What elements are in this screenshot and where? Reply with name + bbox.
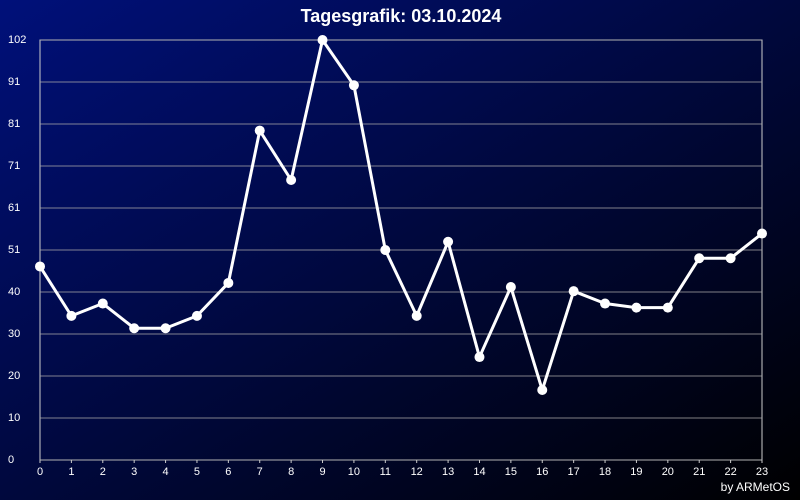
data-line	[38, 38, 763, 392]
x-tick-label: 18	[599, 466, 611, 478]
x-tick-label: 7	[257, 466, 263, 478]
x-tick-label: 12	[411, 466, 423, 478]
y-tick-label: 61	[8, 202, 20, 214]
data-point	[443, 236, 454, 247]
data-point	[66, 310, 77, 321]
x-tick-label: 3	[131, 466, 137, 478]
data-point	[568, 286, 579, 297]
data-point	[694, 253, 705, 264]
data-point	[537, 385, 548, 395]
data-point	[254, 125, 265, 136]
data-point	[380, 245, 391, 255]
x-tick-label: 11	[380, 466, 391, 478]
y-tick-label: 102	[8, 34, 26, 46]
x-tick-label: 21	[693, 466, 705, 478]
x-tick-label: 5	[194, 466, 200, 478]
x-tick-label: 1	[68, 466, 74, 478]
data-point	[97, 298, 108, 309]
data-point	[348, 80, 359, 91]
chart-title: Tagesgrafik: 03.10.2024	[301, 6, 502, 26]
y-tick-label: 20	[8, 370, 20, 382]
x-tick-label: 10	[348, 466, 360, 478]
data-point	[317, 35, 328, 45]
y-tick-label: 0	[8, 454, 14, 466]
data-point	[223, 277, 234, 288]
data-point	[757, 228, 767, 239]
y-tick-label: 71	[8, 160, 20, 172]
x-tick-label: 20	[662, 466, 674, 478]
x-tick-label: 8	[288, 466, 294, 478]
data-point	[129, 323, 140, 334]
data-point	[600, 298, 611, 309]
data-point	[160, 323, 171, 334]
x-tick-label: 22	[724, 466, 736, 478]
y-tick-label: 51	[8, 244, 20, 256]
y-tick-label: 10	[8, 412, 20, 424]
x-tick-label: 2	[100, 466, 106, 478]
y-tick-label: 81	[8, 118, 20, 130]
data-point	[191, 310, 202, 321]
data-point	[662, 302, 673, 313]
x-tick-label: 17	[568, 466, 580, 478]
x-tick-label: 15	[505, 466, 517, 478]
x-tick-label: 19	[630, 466, 642, 478]
x-tick-label: 23	[756, 466, 768, 478]
data-point	[631, 302, 642, 313]
data-point	[725, 253, 736, 264]
x-tick-label: 6	[225, 466, 231, 478]
y-tick-label: 40	[8, 286, 20, 298]
x-tick-label: 13	[442, 466, 454, 478]
data-point	[411, 310, 422, 321]
x-tick-label: 16	[536, 466, 548, 478]
data-point	[286, 175, 297, 185]
data-point	[505, 282, 516, 293]
credit: by ARMetOS	[721, 480, 790, 494]
data-point	[474, 352, 485, 363]
x-tick-label: 14	[473, 466, 485, 478]
y-tick-label: 91	[8, 76, 20, 88]
y-tick-label: 30	[8, 328, 20, 340]
x-tick-label: 9	[319, 466, 325, 478]
x-tick-label: 0	[37, 466, 43, 478]
x-tick-label: 4	[163, 466, 169, 478]
data-point	[35, 261, 45, 272]
